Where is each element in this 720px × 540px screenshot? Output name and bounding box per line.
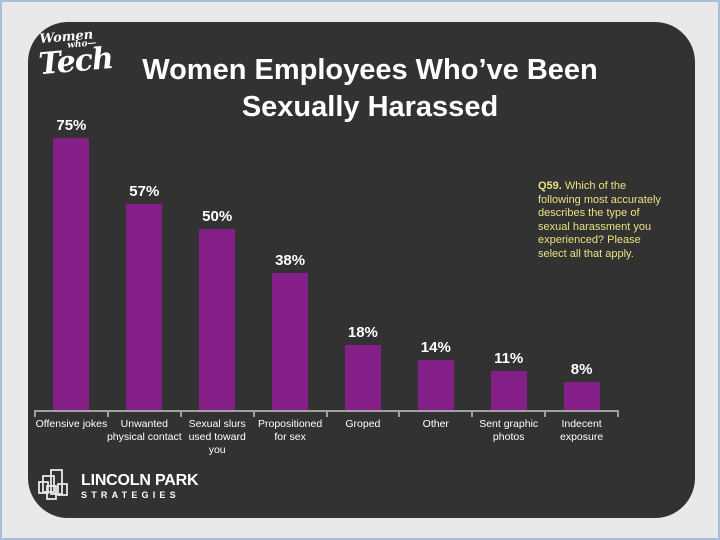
x-axis-tick (106, 410, 109, 417)
x-axis-tick (179, 410, 182, 417)
bar (417, 360, 454, 411)
x-axis-tick (617, 410, 619, 417)
bar (53, 138, 90, 411)
x-axis-tick (325, 410, 328, 417)
chart-title-line1: Women Employees Who’ve Been (142, 54, 598, 86)
bar (199, 229, 236, 411)
x-axis-tick (544, 410, 547, 417)
bar-value-label: 18% (347, 324, 378, 341)
chart-title-line2: Sexually Harassed (241, 91, 499, 123)
x-axis-tick (398, 410, 401, 417)
bar (490, 371, 527, 411)
bar-value-label: 8% (570, 361, 593, 378)
overlapping-rectangles-icon (38, 469, 68, 500)
bar (272, 273, 309, 411)
bar-category-label: Groped (345, 418, 381, 430)
survey-question-note: Q59. Which of the following most accurat… (538, 180, 669, 261)
lincoln-park-strategies-logo: LINCOLN PARK STRATEGIES (38, 468, 198, 504)
x-axis-tick (34, 410, 36, 417)
bar (344, 345, 381, 411)
bar-value-label: 75% (56, 117, 87, 134)
bar-value-label: 57% (129, 183, 160, 200)
x-axis-tick (471, 410, 474, 417)
slide-card: Women who— Tech Women Employees Who’ve B… (28, 22, 695, 518)
bar-category-label: Other (422, 418, 449, 430)
strategies-text: STRATEGIES (81, 490, 180, 500)
survey-question-text: Which of the following most accurately d… (538, 180, 661, 260)
chart-title: Women Employees Who’ve Been Sexually Hara… (110, 52, 630, 126)
bar-category-label: Indecent exposure (559, 418, 604, 443)
bar (126, 204, 163, 411)
survey-question-number: Q59. (538, 180, 562, 192)
lincoln-park-text: LINCOLN PARK (81, 472, 199, 489)
bar-value-label: 38% (275, 252, 306, 269)
bar-category-label: Sent graphic photos (479, 418, 539, 443)
bar-value-label: 14% (420, 339, 451, 356)
bar-category-label: Offensive jokes (35, 418, 108, 430)
lincoln-park-strategies-wordmark: LINCOLN PARK STRATEGIES (81, 472, 198, 500)
bar-category-label: Sexual slurs used toward you (188, 418, 246, 456)
bar (563, 382, 600, 411)
bar-category-label: Unwanted physical contact (106, 418, 182, 443)
bar-chart: 75% Offensive jokes 57% Unwanted physical co… (28, 22, 695, 518)
bar-category-label: Propositioned for sex (257, 418, 323, 443)
bar-value-label: 11% (494, 350, 524, 367)
bar-value-label: 50% (202, 208, 233, 225)
x-axis-tick (252, 410, 255, 417)
